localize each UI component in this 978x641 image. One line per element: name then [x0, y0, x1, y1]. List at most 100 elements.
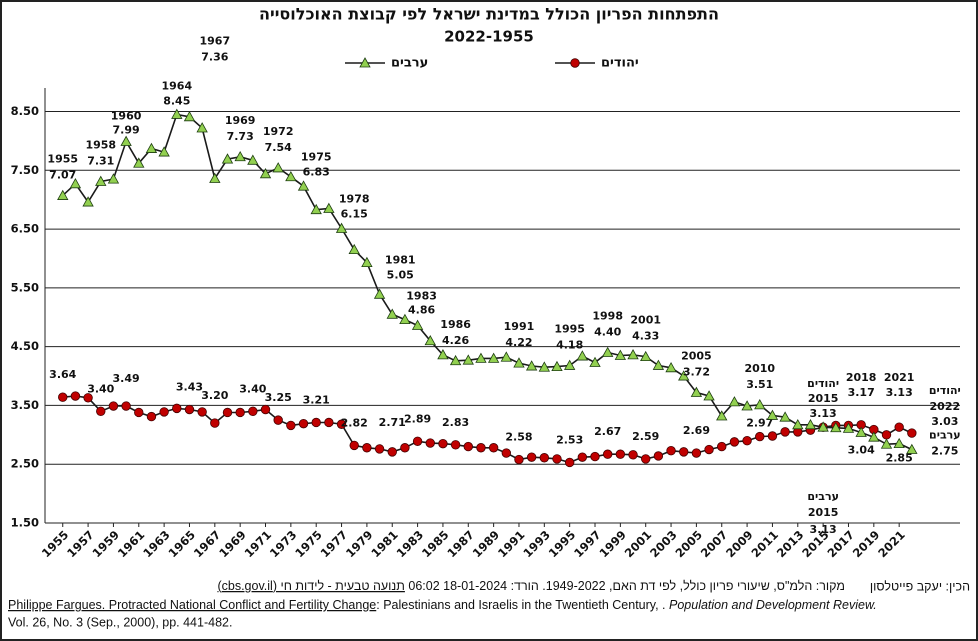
reference-author: Philippe Fargues. Protracted National Co…	[8, 598, 376, 612]
marker	[373, 288, 386, 299]
data-label: 3.43	[176, 381, 203, 394]
reference-details: Vol. 26, No. 3 (Sep., 2000), pp. 441-482…	[8, 615, 232, 629]
marker	[399, 313, 411, 325]
series	[58, 391, 917, 468]
marker	[614, 349, 627, 360]
marker	[349, 440, 359, 451]
marker	[83, 393, 93, 403]
marker	[235, 407, 245, 418]
marker	[311, 417, 321, 428]
marker	[260, 404, 271, 415]
marker	[184, 404, 195, 415]
data-label-year: 1998	[592, 310, 623, 323]
marker	[792, 419, 804, 430]
marker	[70, 391, 81, 401]
marker	[539, 453, 550, 463]
marker	[577, 452, 588, 462]
marker	[716, 410, 728, 421]
marker	[57, 189, 69, 200]
marker	[551, 360, 563, 372]
marker	[259, 168, 272, 179]
marker	[742, 436, 752, 446]
marker	[880, 438, 893, 449]
y-tick-label: 8.50	[11, 104, 39, 118]
marker	[273, 415, 283, 425]
marker	[817, 421, 829, 432]
marker	[463, 441, 473, 452]
data-label-year: 1983	[406, 289, 437, 302]
marker	[387, 447, 397, 457]
data-label: 3.25	[265, 391, 292, 404]
y-tick-label: 4.50	[11, 339, 39, 353]
marker	[437, 349, 449, 360]
data-label: 7.31	[87, 154, 114, 167]
marker	[361, 256, 373, 267]
marker	[666, 445, 676, 456]
marker	[210, 418, 220, 428]
marker	[298, 418, 309, 429]
y-tick-label: 5.50	[11, 280, 39, 294]
reference-rest: : Palestinians and Israelis in the Twent…	[376, 598, 669, 612]
credit: הכין: יעקב פייטלסון	[870, 579, 970, 593]
data-label-year: 1967	[200, 35, 231, 48]
marker	[741, 400, 753, 411]
marker	[842, 422, 855, 433]
source: מקור: הלמ"ס, שיעורי פריון כולל, לפי דת ה…	[217, 579, 845, 593]
marker	[906, 443, 918, 454]
marker	[717, 441, 727, 452]
marker	[108, 401, 119, 411]
data-label: 3.51	[746, 378, 773, 391]
marker	[476, 443, 486, 453]
marker	[488, 443, 499, 453]
marker	[728, 396, 741, 407]
reference: Philippe Fargues. Protracted National Co…	[8, 598, 877, 612]
marker	[513, 357, 525, 368]
marker	[830, 421, 842, 433]
marker	[449, 354, 462, 366]
marker	[704, 444, 714, 455]
reference-journal: Population and Development Review.	[669, 598, 877, 612]
marker	[286, 420, 296, 431]
data-label-year: 1981	[385, 253, 416, 266]
marker	[893, 437, 905, 449]
marker	[348, 243, 360, 255]
marker	[121, 401, 131, 411]
data-label: 3.04	[848, 443, 875, 456]
data-label-year: 2015	[808, 392, 839, 405]
marker	[196, 122, 208, 133]
data-label: 3.21	[303, 393, 330, 406]
marker	[107, 173, 120, 184]
marker	[589, 356, 601, 367]
marker	[82, 196, 94, 207]
marker	[627, 349, 639, 360]
data-label: 2.59	[632, 430, 659, 443]
data-label: 4.26	[442, 334, 469, 347]
data-label: 2.85	[886, 452, 913, 465]
legend-label: יהודים	[601, 56, 639, 71]
data-label-year: 2005	[681, 350, 712, 363]
marker	[641, 454, 651, 464]
y-tick-label: 1.50	[11, 516, 39, 530]
marker	[780, 427, 790, 437]
data-label-year: 1995	[554, 322, 585, 335]
data-label: 4.40	[594, 326, 621, 339]
data-label: 4.86	[408, 303, 435, 316]
data-label: 2.89	[404, 412, 431, 425]
marker	[95, 175, 107, 186]
chart-subtitle: 2022-1955	[444, 28, 534, 46]
data-label: 6.15	[341, 208, 368, 221]
marker	[146, 411, 157, 422]
marker	[248, 406, 258, 417]
data-label: 7.99	[113, 123, 140, 136]
data-label: 7.73	[227, 130, 254, 143]
data-label: 5.05	[387, 268, 414, 281]
marker	[552, 454, 562, 464]
data-label: 6.83	[303, 166, 330, 179]
marker	[804, 419, 817, 430]
marker	[665, 361, 677, 373]
data-label-year: 1958	[85, 138, 116, 151]
marker	[487, 352, 500, 363]
source-link[interactable]: תנועה טבעית - לידות חי (cbs.gov.il)	[217, 579, 404, 593]
marker	[779, 411, 791, 422]
